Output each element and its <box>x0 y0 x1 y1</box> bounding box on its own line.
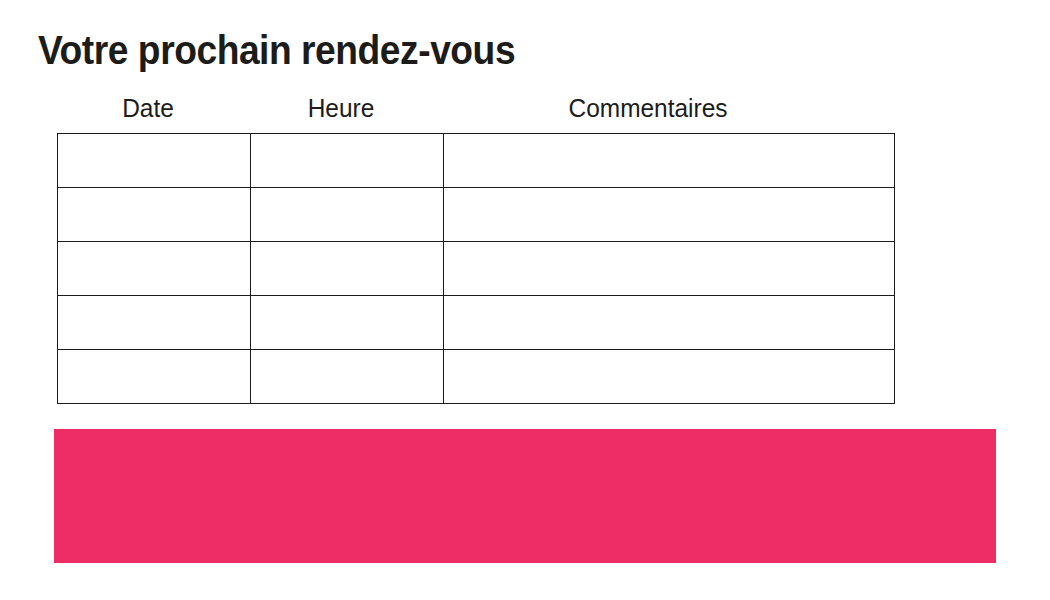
appointments-table <box>57 133 895 404</box>
table-row <box>58 134 895 188</box>
table-row <box>58 350 895 404</box>
cell-date <box>58 134 251 188</box>
cell-commentaires <box>444 188 895 242</box>
cell-date <box>58 242 251 296</box>
cell-heure <box>251 134 444 188</box>
pink-banner <box>54 429 996 563</box>
cell-commentaires <box>444 134 895 188</box>
table-row <box>58 188 895 242</box>
column-header-date: Date <box>122 92 174 124</box>
cell-commentaires <box>444 350 895 404</box>
table-row <box>58 296 895 350</box>
cell-heure <box>251 350 444 404</box>
cell-heure <box>251 242 444 296</box>
column-header-commentaires: Commentaires <box>569 92 728 124</box>
cell-date <box>58 350 251 404</box>
cell-commentaires <box>444 296 895 350</box>
cell-heure <box>251 188 444 242</box>
cell-heure <box>251 296 444 350</box>
cell-date <box>58 188 251 242</box>
cell-date <box>58 296 251 350</box>
column-header-heure: Heure <box>308 92 375 124</box>
page: Votre prochain rendez-vous Date Heure Co… <box>0 0 1050 600</box>
table-row <box>58 242 895 296</box>
table-column-headers: Date Heure Commentaires <box>0 92 1050 124</box>
cell-commentaires <box>444 242 895 296</box>
page-title: Votre prochain rendez-vous <box>38 27 515 73</box>
